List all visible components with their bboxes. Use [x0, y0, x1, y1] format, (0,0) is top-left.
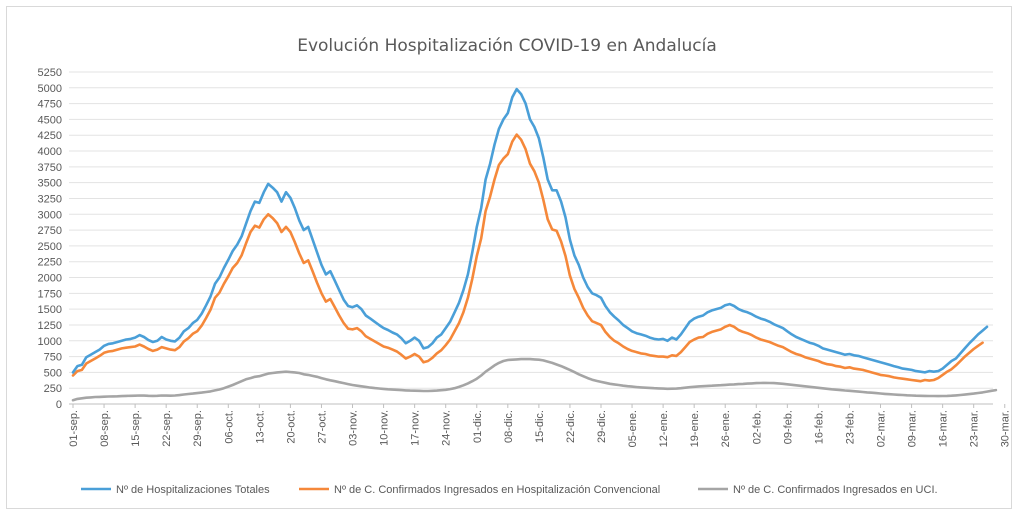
x-tick-label: 05-ene.: [627, 410, 639, 447]
y-tick-label: 3250: [38, 193, 62, 205]
y-tick-label: 3750: [38, 162, 62, 174]
x-tick-label: 23-mar.: [969, 410, 981, 447]
x-tick-label: 16-mar.: [938, 410, 950, 447]
x-tick-label: 20-oct.: [285, 410, 297, 444]
x-tick-label: 16-feb.: [813, 410, 825, 444]
x-tick-label: 26-ene.: [720, 410, 732, 447]
chart-frame: Evolución Hospitalización COVID-19 en An…: [6, 6, 1012, 509]
y-axis-ticks: 0 250 500 750 1000 1250 1500 1750 2000 2250 2500 27…: [38, 67, 62, 411]
y-tick-label: 4250: [38, 130, 62, 142]
y-tick-label: 0: [56, 399, 62, 411]
y-tick-label: 1500: [38, 304, 62, 316]
x-tick-label: 12-ene.: [658, 410, 670, 447]
x-tick-label: 08-dic.: [503, 410, 515, 443]
y-tick-label: 500: [44, 367, 62, 379]
x-tick-label: 09-feb.: [782, 410, 794, 444]
series-line-1: [71, 87, 989, 374]
y-tick-label: 4000: [38, 146, 62, 158]
x-tick-label: 06-oct.: [223, 410, 235, 444]
y-tick-label: 250: [44, 383, 62, 395]
x-tick-label: 24-nov.: [441, 410, 453, 446]
y-tick-label: 2500: [38, 241, 62, 253]
y-tick-label: 4750: [38, 99, 62, 111]
y-tick-label: 2000: [38, 273, 62, 285]
x-tick-label: 19-ene.: [689, 410, 701, 447]
y-tick-label: 1000: [38, 336, 62, 348]
x-tick-label: 23-feb.: [844, 410, 856, 444]
x-tick-label: 15-sep.: [130, 410, 142, 447]
x-tick-label: 17-nov.: [410, 410, 422, 446]
y-tick-label: 5000: [38, 83, 62, 95]
x-tick-label: 29-sep.: [192, 410, 204, 447]
x-tick-label: 29-dic.: [596, 410, 608, 443]
y-tick-label: 5250: [38, 67, 62, 79]
chart-title: Evolución Hospitalización COVID-19 en An…: [297, 36, 717, 56]
series-line-3: [71, 357, 998, 402]
legend-label: Nº de C. Confirmados Ingresados en Hospi…: [334, 484, 660, 496]
series-lines: [71, 87, 998, 402]
x-tick-label: 01-sep.: [68, 410, 80, 447]
x-tick-label: 02-mar.: [876, 410, 888, 447]
y-tick-label: 3500: [38, 178, 62, 190]
x-tick-label: 15-dic.: [534, 410, 546, 443]
y-tick-label: 2750: [38, 225, 62, 237]
x-tick-label: 30-mar.: [1000, 410, 1012, 447]
x-tick-label: 08-sep.: [99, 410, 111, 447]
y-tick-label: 750: [44, 352, 62, 364]
x-axis-ticks: 01-sep. 08-sep. 15-sep. 22-sep. 29-sep. 06-oc…: [68, 404, 1012, 447]
x-tick-label: 27-oct.: [316, 410, 328, 444]
y-tick-label: 1250: [38, 320, 62, 332]
x-tick-label: 02-feb.: [751, 410, 763, 444]
y-tick-label: 1750: [38, 288, 62, 300]
series-line-2: [71, 133, 984, 383]
x-tick-label: 22-dic.: [565, 410, 577, 443]
y-tick-label: 4500: [38, 114, 62, 126]
y-tick-label: 3000: [38, 209, 62, 221]
legend-label: Nº de C. Confirmados Ingresados en UCI.: [733, 484, 938, 496]
x-tick-label: 13-oct.: [254, 410, 266, 444]
line-chart: Evolución Hospitalización COVID-19 en An…: [38, 36, 1012, 496]
x-tick-label: 22-sep.: [161, 410, 173, 447]
x-tick-label: 09-mar.: [907, 410, 919, 447]
legend-label: Nº de Hospitalizaciones Totales: [116, 484, 270, 496]
legend: Nº de Hospitalizaciones Totales Nº de C. …: [81, 484, 938, 496]
y-tick-label: 2250: [38, 257, 62, 269]
x-tick-label: 10-nov.: [379, 410, 391, 446]
x-tick-label: 01-dic.: [472, 410, 484, 443]
x-tick-label: 03-nov.: [348, 410, 360, 446]
